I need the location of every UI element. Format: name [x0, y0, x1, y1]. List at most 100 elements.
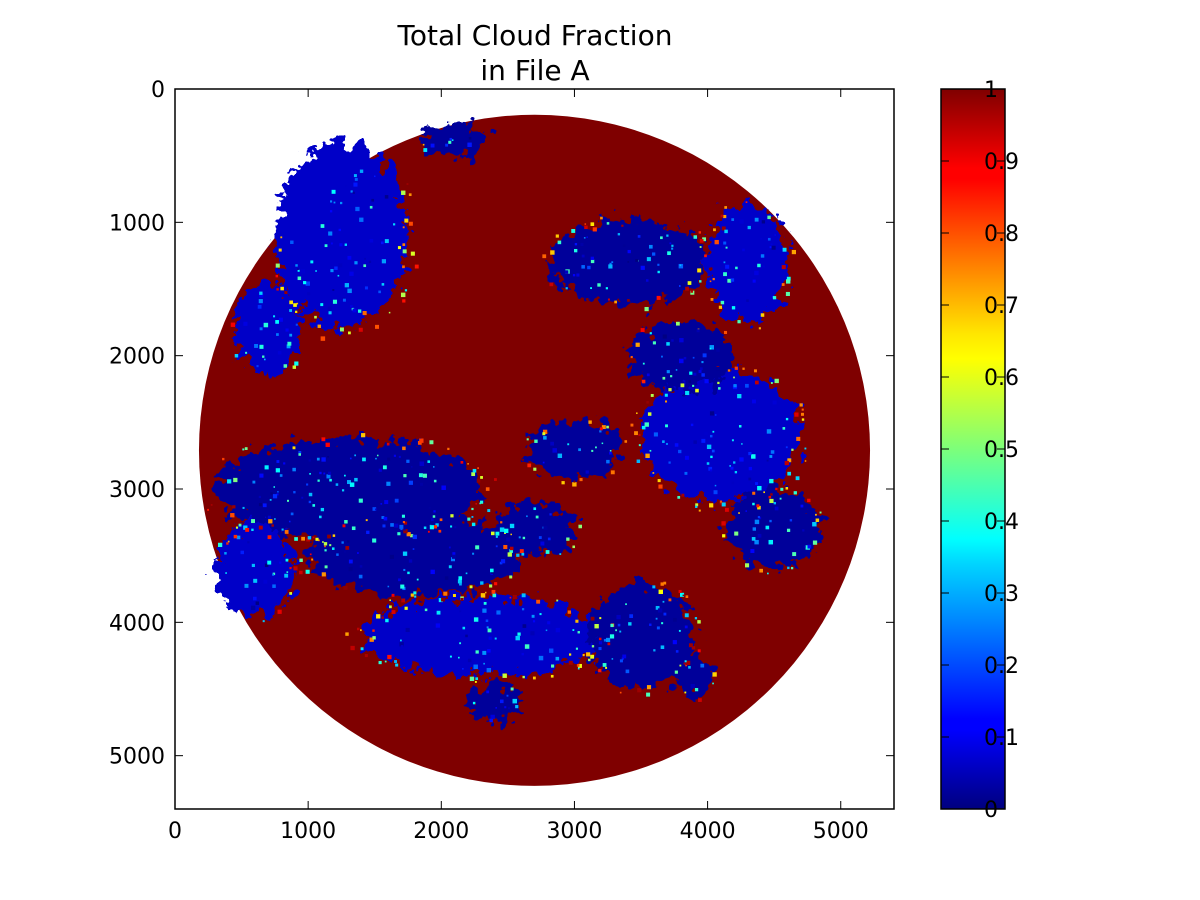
cloud-speck [733, 376, 735, 379]
cloud-speck [610, 470, 615, 475]
cloud-speck [752, 399, 756, 404]
cloud-speck [360, 647, 364, 651]
cloud-speck [406, 183, 409, 185]
cloud-speck [251, 563, 255, 568]
cloud-speck [349, 271, 354, 276]
cloud-speck [289, 333, 293, 337]
cloud-speck [477, 589, 480, 593]
cloud-speck [646, 257, 651, 262]
cloud-speck [327, 534, 331, 539]
cloud-speck [666, 342, 670, 346]
cloud-speck [378, 290, 381, 294]
cloud-speck [454, 526, 457, 529]
x-tick-label: 1000 [280, 819, 336, 844]
cloud-speck [276, 460, 280, 463]
cloud-speck [267, 535, 272, 540]
cloud-speck [400, 639, 402, 642]
cloud-speck [307, 536, 312, 540]
cloud-speck [320, 336, 326, 341]
cloud-speck [458, 656, 460, 659]
cloud-speck [480, 593, 486, 598]
cloud-speck [471, 515, 474, 518]
cloud-speck [243, 321, 248, 326]
cloud-speck [332, 534, 336, 537]
cloud-speck [388, 311, 391, 314]
cloud-speck [701, 361, 704, 364]
cloud-speck [271, 524, 274, 527]
cloud-speck [417, 441, 422, 445]
cloud-speck [325, 442, 330, 447]
cloud-speck [394, 498, 399, 503]
cloud-speck [688, 643, 693, 648]
cloud-speck [651, 582, 654, 584]
cloud-speck [550, 674, 554, 678]
cloud-speck [731, 481, 735, 485]
cloud-speck [617, 623, 621, 627]
cloud-speck [483, 601, 487, 605]
cloud-speck [543, 525, 548, 530]
plot-area [175, 89, 894, 809]
cloud-speck [622, 244, 626, 247]
cloud-speck [410, 251, 415, 256]
cloud-speck [664, 393, 668, 397]
cloud-speck [281, 528, 284, 531]
cloud-speck [516, 553, 520, 557]
cloud-speck [358, 327, 363, 332]
cloud-speck [305, 569, 310, 574]
cloud-speck [661, 622, 664, 625]
cloud-speck [328, 231, 333, 236]
cloud-speck [515, 635, 520, 641]
cloud-speck [702, 237, 707, 242]
y-tick-label: 2000 [109, 345, 165, 370]
cloud-speck [721, 226, 726, 231]
cloud-speck [564, 270, 569, 274]
cloud-speck [435, 523, 439, 527]
cloud-speck [754, 270, 759, 276]
cloud-speck [750, 548, 755, 553]
cloud-speck [670, 274, 675, 279]
cloud-speck [506, 537, 511, 542]
cloud-speck [550, 441, 555, 446]
cloud-speck [644, 422, 649, 427]
cloud-speck [450, 525, 453, 528]
cloud-speck [539, 613, 542, 616]
cloud-speck [621, 657, 625, 660]
cloud-speck [782, 247, 787, 252]
cloud-speck [240, 550, 245, 555]
cloud-speck [611, 261, 614, 264]
cloud-speck [433, 479, 437, 483]
cloud-speck [277, 609, 282, 614]
cloud-speck [341, 489, 345, 492]
cloud-speck [242, 448, 245, 451]
cloud-speck [210, 504, 213, 506]
cloud-speck [327, 471, 332, 475]
cloud-speck [693, 440, 697, 444]
cloud-speck [605, 667, 608, 669]
cloud-speck [773, 501, 777, 505]
cloud-speck [542, 429, 548, 435]
cloud-speck [359, 464, 362, 466]
cloud-speck [399, 642, 404, 647]
cloud-speck [658, 484, 663, 489]
cloud-speck [294, 361, 299, 366]
cloud-speck [319, 471, 322, 475]
cloud-speck [572, 629, 575, 631]
cloud-speck [646, 373, 650, 377]
cloud-speck [467, 658, 472, 663]
cloud-speck [801, 408, 804, 411]
cloud-speck [490, 714, 495, 720]
cloud-speck [720, 214, 724, 218]
cloud-speck [273, 315, 276, 318]
cloud-speck [364, 654, 368, 658]
cloud-speck [545, 550, 550, 554]
cloud-speck [790, 566, 794, 570]
cloud-speck [295, 323, 298, 326]
cloud-speck [804, 447, 807, 450]
cloud-speck [381, 516, 385, 519]
cloud-speck [357, 552, 359, 554]
cloud-speck [747, 225, 751, 230]
cloud-speck [476, 479, 481, 483]
cloud-speck [684, 613, 689, 618]
cloud-speck [329, 478, 332, 482]
cloud-speck [331, 547, 335, 550]
